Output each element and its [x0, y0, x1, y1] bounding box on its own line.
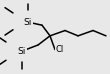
- Text: Si: Si: [18, 47, 26, 56]
- Text: Cl: Cl: [55, 45, 63, 54]
- Text: Si: Si: [24, 18, 32, 27]
